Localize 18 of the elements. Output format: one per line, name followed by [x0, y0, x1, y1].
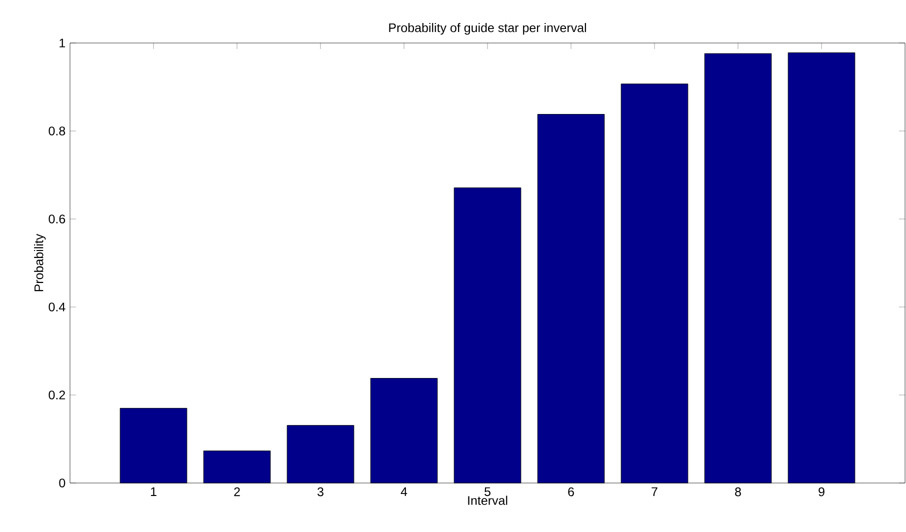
chart-title: Probability of guide star per inverval	[389, 22, 586, 35]
x-tick-label: 6	[568, 487, 574, 496]
y-tick-label: 0.4	[48, 302, 66, 312]
y-tick-label: 1	[60, 38, 66, 48]
x-axis-title: Interval	[468, 496, 508, 505]
y-axis-title: Probability	[34, 234, 46, 292]
x-tick-label: 9	[818, 487, 824, 496]
x-tick-label: 7	[652, 487, 658, 496]
y-tick-label: 0	[59, 478, 66, 488]
x-tick-label: 5	[484, 487, 490, 496]
y-tick-label: 0.2	[48, 390, 66, 400]
x-tick-label: 4	[400, 487, 408, 496]
x-tick-label: 8	[735, 487, 741, 496]
x-tick-label: 3	[318, 487, 324, 496]
y-tick-label: 0.8	[48, 126, 66, 136]
y-tick-label: 0.6	[48, 214, 66, 224]
x-tick-label: 1	[150, 487, 156, 496]
x-tick-label: 2	[234, 487, 240, 496]
